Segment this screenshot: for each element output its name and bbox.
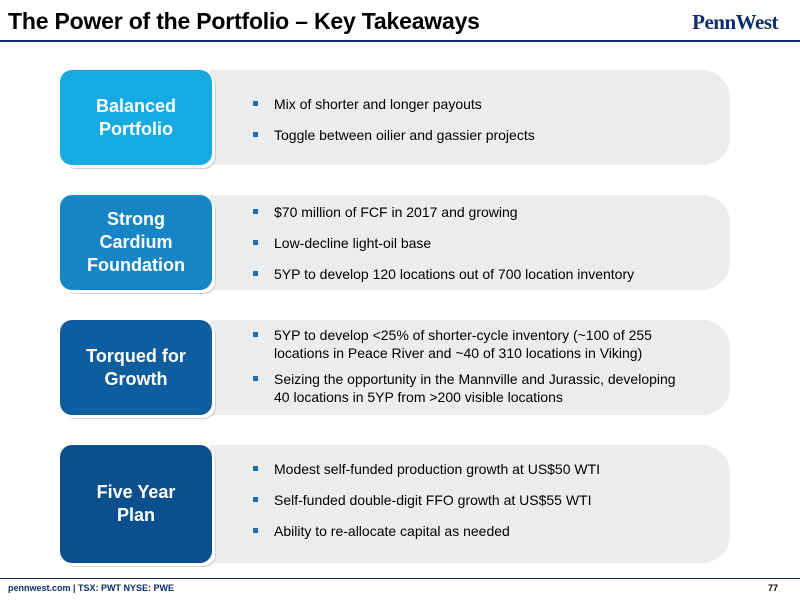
- bullet-item: Modest self-funded production growth at …: [250, 460, 600, 478]
- bullet-item: Mix of shorter and longer payouts: [250, 95, 535, 113]
- section-panel: [210, 70, 730, 165]
- bullet-item: 5YP to develop 120 locations out of 700 …: [250, 265, 634, 283]
- page-number: 77: [767, 583, 778, 593]
- section-five-year-plan: Five Year Plan: [60, 445, 730, 563]
- section-panel: [210, 320, 730, 415]
- bullet-item: Toggle between oilier and gassier projec…: [250, 126, 535, 144]
- section-torqued-for-growth: Torqued for Growth: [60, 320, 730, 415]
- section-tab-label: Balanced Portfolio: [95, 95, 177, 139]
- title-divider: [0, 40, 800, 42]
- section-tab: Five Year Plan: [60, 445, 212, 563]
- slide-title: The Power of the Portfolio – Key Takeawa…: [8, 8, 480, 34]
- section-tab: Balanced Portfolio: [60, 70, 212, 165]
- section-tab: Strong Cardium Foundation: [60, 195, 212, 290]
- footer-divider: [0, 578, 800, 579]
- pennwest-logo: PennWest: [692, 10, 778, 34]
- section-bullets: Mix of shorter and longer payouts Toggle…: [250, 95, 535, 144]
- section-balanced-portfolio: Balanced Portfolio: [60, 70, 730, 165]
- section-tab-label: Five Year Plan: [96, 482, 176, 525]
- footer-ticker-text: pennwest.com | TSX: PWT NYSE: PWE: [8, 583, 175, 593]
- section-strong-cardium-foundation: Strong Cardium Foundation: [60, 195, 730, 290]
- bullet-item: Seizing the opportunity in the Mannville…: [250, 370, 690, 406]
- section-tab: Torqued for Growth: [60, 320, 212, 415]
- bullet-item: 5YP to develop <25% of shorter-cycle inv…: [250, 326, 690, 362]
- bullet-item: $70 million of FCF in 2017 and growing: [250, 203, 634, 221]
- section-bullets: 5YP to develop <25% of shorter-cycle inv…: [250, 326, 690, 406]
- section-tab-label: Strong Cardium Foundation: [87, 209, 185, 275]
- section-bullets: Modest self-funded production growth at …: [250, 460, 600, 540]
- section-tab-label: Torqued for Growth: [86, 345, 186, 389]
- section-panel: [210, 445, 730, 563]
- bullet-item: Low-decline light-oil base: [250, 234, 634, 252]
- bullet-item: Self-funded double-digit FFO growth at U…: [250, 491, 600, 509]
- section-bullets: $70 million of FCF in 2017 and growing L…: [250, 203, 634, 283]
- section-panel: [210, 195, 730, 290]
- bullet-item: Ability to re-allocate capital as needed: [250, 522, 600, 540]
